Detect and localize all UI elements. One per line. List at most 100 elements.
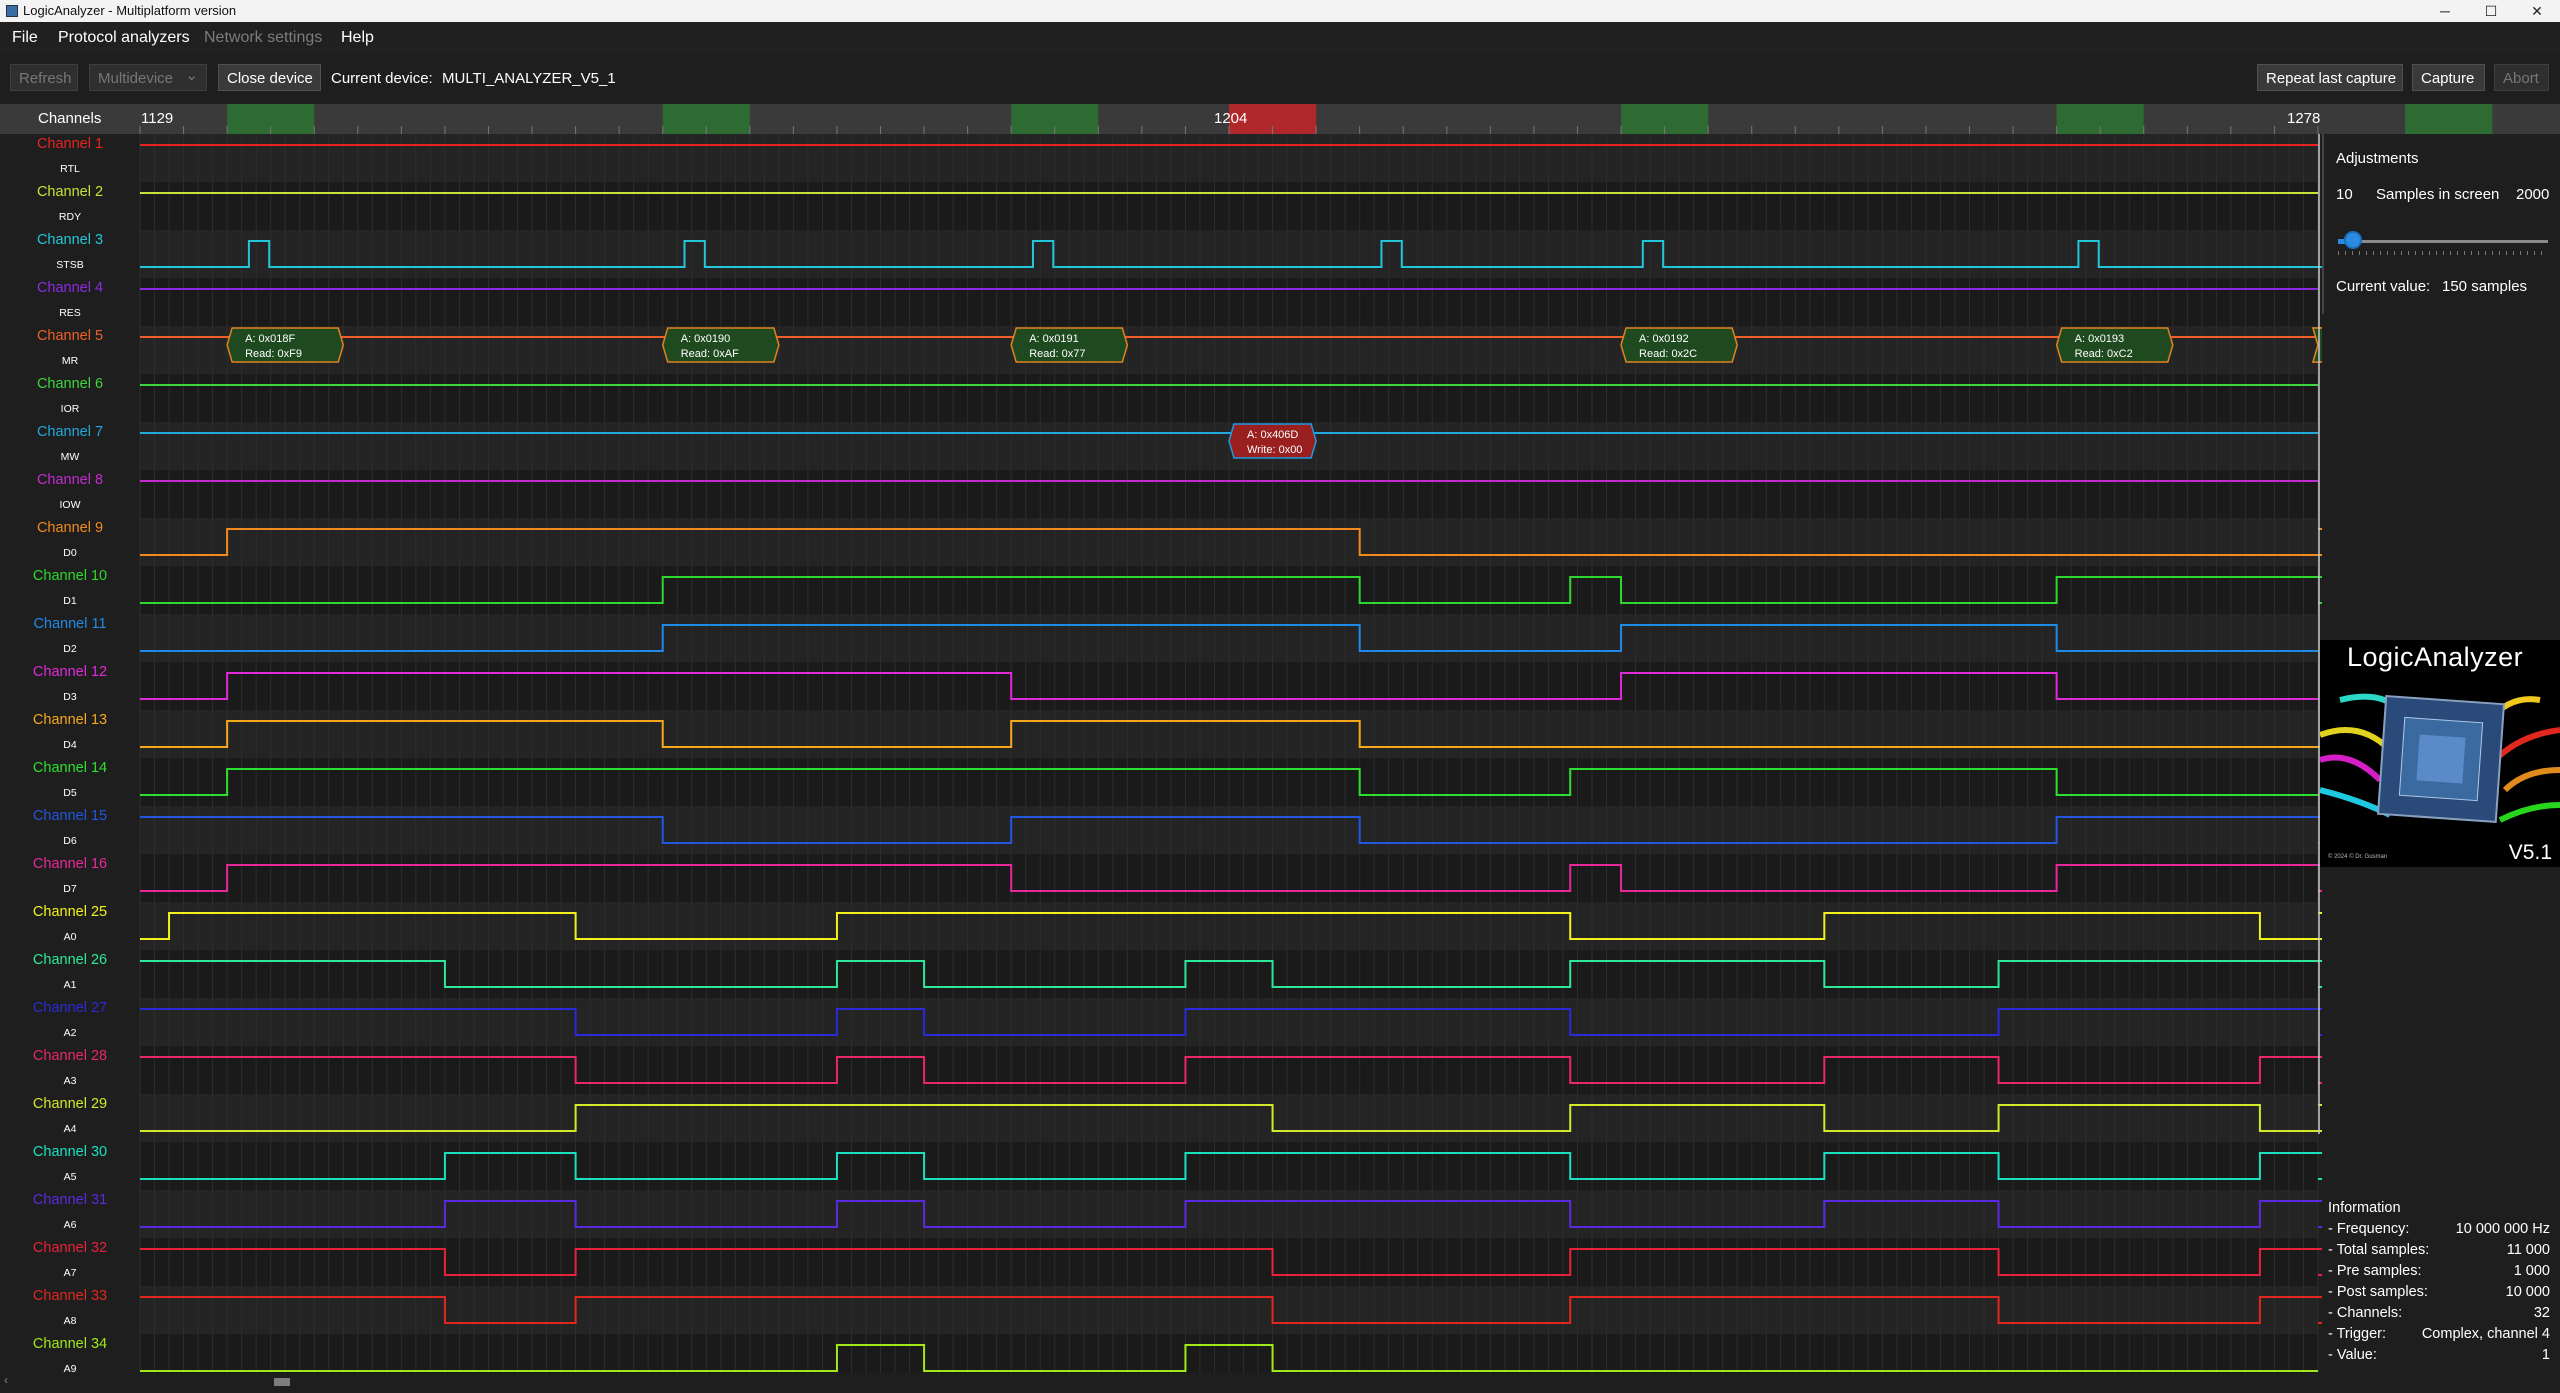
minimize-button[interactable]: ─ bbox=[2440, 3, 2450, 19]
samples-slider-ticks bbox=[2338, 251, 2548, 255]
channel-label[interactable]: Channel 30 A5 bbox=[0, 1142, 140, 1190]
channel-name: Channel 5 bbox=[36, 328, 104, 344]
annotation-address: A: 0x0190 bbox=[681, 333, 731, 345]
channel-label[interactable]: Channel 10 D1 bbox=[0, 566, 140, 614]
channel-label[interactable]: Channel 25 A0 bbox=[0, 902, 140, 950]
capture-button[interactable]: Capture bbox=[2412, 64, 2485, 91]
channel-label[interactable]: Channel 7 MW bbox=[0, 422, 140, 470]
refresh-button[interactable]: Refresh bbox=[10, 64, 78, 91]
protocol-annotation[interactable]: A: 0x406D Write: 0x00 bbox=[1228, 423, 1317, 459]
horizontal-scrollbar[interactable]: ‹ bbox=[0, 1373, 2320, 1393]
waveform-trace bbox=[140, 576, 2322, 604]
channel-name: Channel 31 bbox=[32, 1192, 108, 1208]
channel-label[interactable]: Channel 13 D4 bbox=[0, 710, 140, 758]
channel-name: Channel 25 bbox=[32, 904, 108, 920]
channel-label[interactable]: Channel 3 STSB bbox=[0, 230, 140, 278]
menu-bar: File Protocol analyzers Network settings… bbox=[0, 22, 2560, 54]
channel-name: Channel 34 bbox=[32, 1336, 108, 1352]
waveform-trace bbox=[140, 1056, 2322, 1084]
close-window-button[interactable]: ✕ bbox=[2531, 3, 2543, 19]
menu-file[interactable]: File bbox=[12, 29, 38, 46]
annotation-box bbox=[226, 327, 345, 363]
logicanalyzer-logo: LogicAnalyzer V5.1 © 2024 © Dr. Gusman bbox=[2320, 640, 2560, 867]
channel-name: Channel 8 bbox=[36, 472, 104, 488]
channel-signal-name: IOR bbox=[60, 403, 80, 415]
window-titlebar: LogicAnalyzer - Multiplatform version ─ … bbox=[0, 0, 2560, 22]
channel-label[interactable]: Channel 33 A8 bbox=[0, 1286, 140, 1334]
channel-label[interactable]: Channel 11 D2 bbox=[0, 614, 140, 662]
information-title: Information bbox=[2328, 1200, 2401, 1216]
annotation-box bbox=[661, 327, 780, 363]
waveform-trace bbox=[140, 1104, 2322, 1132]
channel-name: Channel 9 bbox=[36, 520, 104, 536]
abort-button[interactable]: Abort bbox=[2494, 64, 2549, 91]
chip-illustration bbox=[2320, 693, 2560, 824]
information-value: 11 000 bbox=[2506, 1242, 2550, 1258]
channel-label[interactable]: Channel 14 D5 bbox=[0, 758, 140, 806]
annotation-value: Write: 0x00 bbox=[1247, 444, 1302, 456]
channel-label[interactable]: Channel 29 A4 bbox=[0, 1094, 140, 1142]
samples-slider-track[interactable] bbox=[2338, 240, 2548, 243]
current-device-value: MULTI_ANALYZER_V5_1 bbox=[442, 70, 616, 87]
logo-title: LogicAnalyzer bbox=[2347, 642, 2524, 672]
channel-label[interactable]: Channel 26 A1 bbox=[0, 950, 140, 998]
channel-signal-name: D7 bbox=[63, 883, 77, 895]
maximize-button[interactable]: ☐ bbox=[2484, 3, 2498, 19]
annotation-address: A: 0x0191 bbox=[1029, 333, 1079, 345]
protocol-annotation[interactable]: A: 0x0190 Read: 0xAF bbox=[661, 327, 780, 363]
channel-label[interactable]: Channel 4 RES bbox=[0, 278, 140, 326]
channel-label[interactable]: Channel 1 RTL bbox=[0, 134, 140, 182]
channel-label[interactable]: Channel 6 IOR bbox=[0, 374, 140, 422]
information-row: - Post samples: 10 000 bbox=[2322, 1282, 2554, 1303]
information-rows: - Frequency: 10 000 000 Hz - Total samples… bbox=[2322, 1219, 2554, 1366]
repeat-last-capture-button[interactable]: Repeat last capture bbox=[2257, 64, 2403, 91]
information-value: 10 000 000 Hz bbox=[2455, 1221, 2550, 1237]
channel-label[interactable]: Channel 27 A2 bbox=[0, 998, 140, 1046]
channel-label[interactable]: Channel 32 A7 bbox=[0, 1238, 140, 1286]
annotation-value: Read: 0xC2 bbox=[2075, 348, 2133, 360]
channel-label[interactable]: Channel 8 IOW bbox=[0, 470, 140, 518]
channel-label[interactable]: Channel 2 RDY bbox=[0, 182, 140, 230]
channel-label[interactable]: Channel 16 D7 bbox=[0, 854, 140, 902]
sample-timeline[interactable]: Channels 1129 1204 1278 bbox=[0, 104, 2560, 134]
protocol-annotation[interactable]: A: 0x0191 Read: 0x77 bbox=[1010, 327, 1129, 363]
samples-slider-thumb[interactable] bbox=[2343, 231, 2362, 249]
waveform-trace bbox=[140, 624, 2318, 652]
channel-label[interactable]: Channel 31 A6 bbox=[0, 1190, 140, 1238]
channel-label[interactable]: Channel 15 D6 bbox=[0, 806, 140, 854]
scroll-left-icon[interactable]: ‹ bbox=[4, 1373, 8, 1387]
channel-signal-name: A3 bbox=[63, 1075, 77, 1087]
annotation-box bbox=[1228, 423, 1317, 459]
channel-name: Channel 6 bbox=[36, 376, 104, 392]
toolbar: Refresh Multidevice ⌄ Close device Curre… bbox=[0, 54, 2560, 100]
close-device-button[interactable]: Close device bbox=[218, 64, 321, 91]
channel-signal-name: RES bbox=[59, 307, 81, 319]
protocol-annotation[interactable]: A: 0x0193 Read: 0xC2 bbox=[2055, 327, 2174, 363]
channel-name: Channel 3 bbox=[36, 232, 104, 248]
channel-label[interactable]: Channel 9 D0 bbox=[0, 518, 140, 566]
waveform-trace bbox=[140, 960, 2322, 988]
menu-help[interactable]: Help bbox=[341, 29, 374, 46]
channel-name: Channel 1 bbox=[36, 136, 104, 152]
channel-label[interactable]: Channel 12 D3 bbox=[0, 662, 140, 710]
channel-label[interactable]: Channel 34 A9 bbox=[0, 1334, 140, 1382]
protocol-annotation[interactable]: A: 0x018F Read: 0xF9 bbox=[226, 327, 345, 363]
information-title-row: Information bbox=[2322, 1198, 2554, 1219]
channel-label[interactable]: Channel 28 A3 bbox=[0, 1046, 140, 1094]
channel-name: Channel 32 bbox=[32, 1240, 108, 1256]
menu-protocol-analyzers[interactable]: Protocol analyzers bbox=[58, 29, 190, 46]
waveform-trace bbox=[140, 1152, 2322, 1180]
channel-label[interactable]: Channel 5 MR bbox=[0, 326, 140, 374]
protocol-annotation[interactable]: A: 0x0192 Read: 0x2C bbox=[1620, 327, 1738, 363]
channel-name: Channel 14 bbox=[32, 760, 108, 776]
menu-network-settings[interactable]: Network settings bbox=[204, 29, 323, 46]
channel-signal-name: STSB bbox=[56, 259, 84, 271]
scrollbar-thumb[interactable] bbox=[274, 1378, 290, 1386]
waveform-trace bbox=[140, 240, 2322, 268]
annotation-address: A: 0x0192 bbox=[1639, 333, 1689, 345]
channel-signal-name: D6 bbox=[63, 835, 77, 847]
information-key: - Trigger: bbox=[2328, 1326, 2387, 1342]
multidevice-dropdown[interactable]: Multidevice ⌄ bbox=[89, 64, 207, 91]
information-key: - Post samples: bbox=[2328, 1284, 2428, 1300]
